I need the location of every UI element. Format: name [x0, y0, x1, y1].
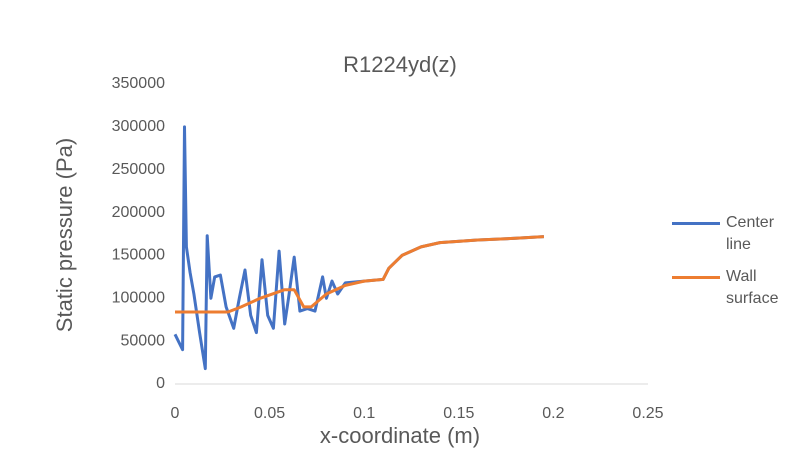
legend-swatch	[672, 276, 720, 279]
y-tick-label: 300000	[112, 118, 165, 135]
x-tick-label: 0.05	[254, 405, 285, 422]
x-axis-title: x-coordinate (m)	[320, 423, 480, 448]
series-line	[175, 235, 544, 314]
x-tick-label: 0	[171, 405, 180, 422]
legend: Center line Wall surface	[672, 212, 792, 320]
y-tick-label: 200000	[112, 204, 165, 221]
x-tick-label: 0.25	[632, 405, 663, 422]
y-tick-label: 250000	[112, 161, 165, 178]
y-tick-label: 150000	[112, 247, 165, 264]
y-tick-label: 100000	[112, 290, 165, 307]
y-tick-label: 50000	[121, 332, 166, 349]
y-tick-label: 350000	[112, 75, 165, 92]
legend-label: Wall surface	[726, 268, 779, 307]
series-line	[173, 125, 544, 371]
x-tick-label: 0.1	[353, 405, 375, 422]
legend-item: Wall surface	[672, 266, 792, 310]
y-axis-title: Static pressure (Pa)	[52, 138, 77, 332]
chart-title: R1224yd(z)	[343, 52, 457, 77]
x-tick-label: 0.15	[443, 405, 474, 422]
y-tick-label: 0	[156, 375, 165, 392]
legend-label: Center line	[726, 214, 775, 253]
x-tick-label: 0.2	[542, 405, 564, 422]
legend-item: Center line	[672, 212, 792, 256]
legend-swatch	[672, 222, 720, 225]
